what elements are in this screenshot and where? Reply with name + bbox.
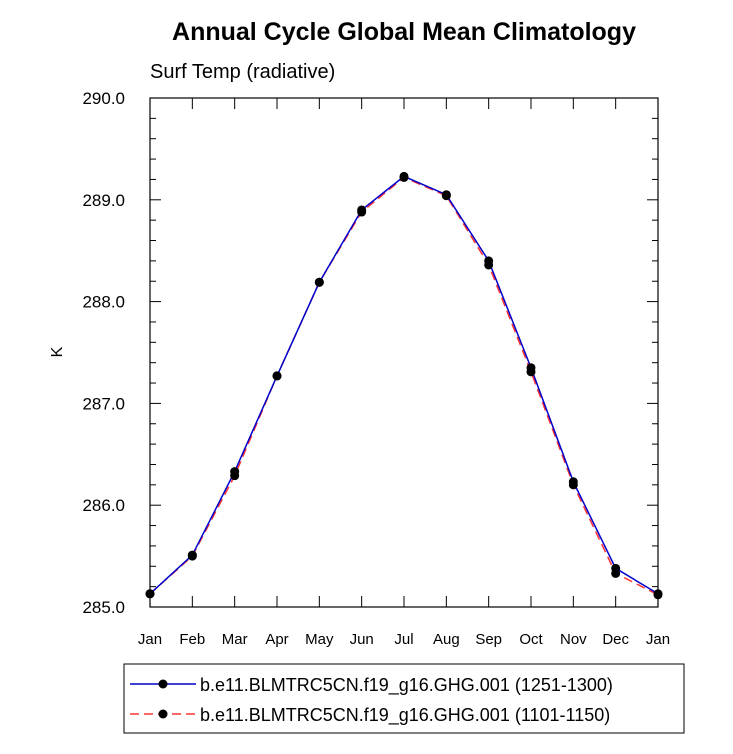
x-tick-label: Jul <box>394 631 413 648</box>
data-point-series-2 <box>399 172 409 182</box>
legend-label-2: b.e11.BLMTRC5CN.f19_g16.GHG.001 (1101-11… <box>200 705 610 726</box>
data-point-series-2 <box>314 277 324 287</box>
legend: b.e11.BLMTRC5CN.f19_g16.GHG.001 (1251-13… <box>123 663 685 734</box>
data-point-series-2 <box>230 471 240 481</box>
y-tick-label: 285.0 <box>82 598 125 617</box>
x-tick-label: Sep <box>475 631 502 648</box>
x-tick-label: Aug <box>433 631 460 648</box>
x-tick-label: Nov <box>560 631 587 648</box>
x-tick-label: Dec <box>602 631 629 648</box>
data-point-series-2 <box>526 367 536 377</box>
data-point-series-2 <box>441 191 451 201</box>
series-line-1 <box>149 175 659 595</box>
data-point-series-2 <box>484 260 494 270</box>
legend-box <box>123 663 685 734</box>
data-point-series-2 <box>653 590 663 600</box>
x-tick-label: Oct <box>519 631 543 648</box>
x-tick-label: Apr <box>265 631 288 648</box>
chart-subtitle: Surf Temp (radiative) <box>150 61 335 83</box>
y-tick-label: 290.0 <box>82 89 125 108</box>
data-point-series-2 <box>568 480 578 490</box>
x-tick-label: Jan <box>138 631 162 648</box>
data-point-series-2 <box>145 589 155 599</box>
x-tick-label: Jun <box>350 631 374 648</box>
legend-marker-1 <box>158 679 168 689</box>
x-tick-label: Feb <box>179 631 205 648</box>
y-tick-label: 289.0 <box>82 191 125 210</box>
x-tick-label: May <box>305 631 334 648</box>
y-tick-label: 287.0 <box>82 394 125 413</box>
legend-marker-2 <box>158 709 168 719</box>
data-point-series-2 <box>272 371 282 381</box>
x-tick-label: Jan <box>646 631 670 648</box>
y-tick-label: 288.0 <box>82 293 125 312</box>
plot-area: 285.0 286.0 287.0 288.0 289.0 290.0 Jan Feb Mar A… <box>82 89 670 648</box>
x-tick-label: Mar <box>222 631 248 648</box>
chart-title: Annual Cycle Global Mean Climatology <box>172 18 636 46</box>
series-line-2 <box>149 176 659 596</box>
data-point-series-2 <box>357 207 367 217</box>
data-point-series-2 <box>187 551 197 561</box>
data-point-series-2 <box>611 568 621 578</box>
y-axis-label: K <box>49 346 66 357</box>
legend-label-1: b.e11.BLMTRC5CN.f19_g16.GHG.001 (1251-13… <box>200 675 613 696</box>
y-tick-label: 286.0 <box>82 496 125 515</box>
